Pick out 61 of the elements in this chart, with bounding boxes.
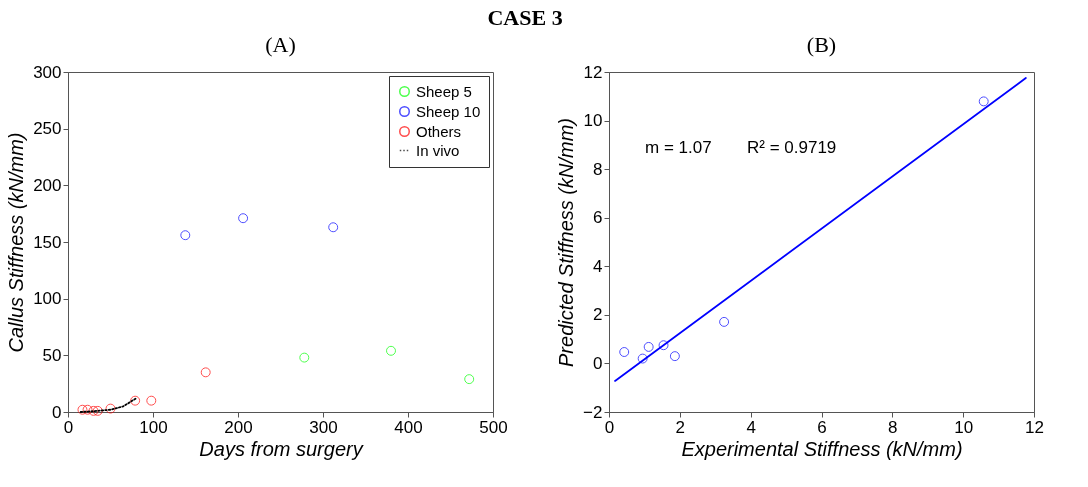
x-tick-label: 300 — [309, 417, 338, 437]
x-tick-label: 6 — [817, 417, 827, 437]
legend-label: In vivo — [416, 141, 460, 159]
y-axis-title: Predicted Stiffness (kN/mm) — [555, 118, 578, 367]
legend-label: Others — [416, 122, 462, 140]
y-tick-label: 12 — [583, 62, 603, 82]
point — [200, 367, 211, 378]
x-tick-label: 12 — [1025, 417, 1044, 437]
y-tick-label: 100 — [33, 289, 62, 309]
point — [77, 404, 88, 415]
chart-subtitle: (B) — [806, 32, 837, 57]
point — [130, 395, 141, 406]
point — [82, 404, 93, 415]
point — [105, 403, 116, 414]
point — [719, 316, 730, 327]
legend-label: Sheep 5 — [416, 82, 472, 100]
point — [88, 405, 99, 416]
x-tick-label: 2 — [675, 417, 686, 437]
x-tick-label: 10 — [954, 417, 974, 437]
point — [92, 405, 103, 416]
y-tick-label: 4 — [593, 256, 603, 276]
annotation: m = 1.07 — [645, 138, 712, 157]
chart-subtitle: (A) — [265, 32, 296, 57]
point — [658, 340, 669, 351]
point — [299, 352, 310, 363]
point — [180, 230, 191, 241]
legend-label: Sheep 10 — [416, 102, 481, 120]
y-tick-label: 300 — [33, 62, 62, 82]
y-tick-label: 10 — [583, 111, 603, 131]
point — [238, 213, 249, 224]
annotation: R² = 0.9719 — [747, 138, 837, 157]
x-tick-label: 4 — [746, 417, 756, 437]
point — [669, 351, 680, 362]
point — [146, 395, 157, 406]
y-tick-label: 150 — [33, 232, 62, 252]
y-tick-label: 8 — [593, 159, 603, 179]
point — [328, 222, 339, 233]
y-axis-title: Callus Stiffness (kN/mm) — [5, 132, 28, 353]
point — [643, 341, 654, 352]
point — [619, 347, 630, 357]
y-tick-label: 250 — [33, 119, 62, 139]
y-tick-label: −2 — [583, 402, 603, 422]
x-tick-label: 200 — [224, 417, 253, 437]
y-tick-label: 0 — [52, 402, 62, 422]
x-axis-title: Experimental Stiffness (kN/mm) — [681, 437, 963, 460]
point — [637, 353, 648, 364]
x-tick-label: 400 — [394, 417, 423, 437]
y-tick-label: 50 — [42, 345, 62, 365]
point — [978, 96, 989, 107]
y-tick-label: 200 — [33, 175, 62, 195]
y-tick-label: 0 — [593, 353, 603, 373]
point — [464, 374, 475, 385]
x-axis-title: Days from surgery — [199, 437, 364, 460]
y-tick-label: 6 — [593, 208, 603, 228]
x-tick-label: 8 — [888, 417, 898, 437]
x-tick-label: 500 — [479, 417, 508, 437]
chart-title: CASE 3 — [487, 4, 563, 30]
x-tick-label: 100 — [139, 417, 168, 437]
point — [386, 345, 396, 356]
y-tick-label: 2 — [593, 305, 603, 325]
line-series — [79, 397, 137, 413]
